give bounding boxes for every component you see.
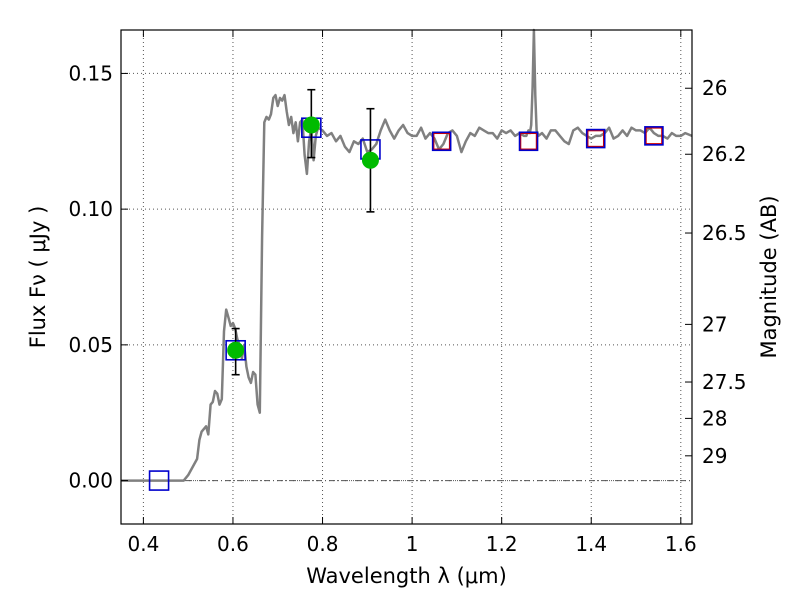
y2-tick-label: 26.2 xyxy=(702,142,747,166)
y-tick-label: 0.15 xyxy=(68,61,113,85)
x-tick-label: 1.6 xyxy=(665,532,697,556)
model-band-square xyxy=(518,131,539,152)
measurement-point xyxy=(361,151,379,169)
x-tick-label: 0.8 xyxy=(307,532,339,556)
y2-tick-label: 28 xyxy=(702,406,727,430)
observed-band-square xyxy=(586,129,605,148)
observed-band-square xyxy=(519,132,538,151)
x-axis-title: Wavelength λ (μm) xyxy=(306,564,507,588)
data-marks xyxy=(148,88,664,491)
measurement-point xyxy=(227,341,245,359)
model-spectrum-line xyxy=(121,28,693,482)
observed-band-square xyxy=(432,132,451,151)
y2-tick-label: 26.5 xyxy=(702,221,747,245)
y-tick-label: 0.10 xyxy=(68,197,113,221)
x-tick-label: 0.4 xyxy=(127,532,159,556)
y2-tick-label: 27 xyxy=(702,312,727,336)
y2-tick-label: 26 xyxy=(702,76,727,100)
grid-lines xyxy=(121,30,692,524)
axis-ticks: 0.4 0.6 0.8 1 1.2 1.4 1.6 0.00 0.05 0.10 0.15 26 26.… xyxy=(68,30,747,556)
x-tick-label: 1.4 xyxy=(575,532,607,556)
y2-tick-label: 27.5 xyxy=(702,370,747,394)
y-tick-label: 0.05 xyxy=(68,333,113,357)
model-band-square xyxy=(644,126,664,146)
y2-tick-label: 29 xyxy=(702,444,727,468)
y-tick-label: 0.00 xyxy=(68,469,113,493)
model-band-square xyxy=(585,128,606,149)
model-band-square xyxy=(148,470,170,491)
model-band-square xyxy=(431,131,452,152)
x-tick-label: 1 xyxy=(406,532,419,556)
x-tick-label: 1.2 xyxy=(486,532,518,556)
observed-band-square xyxy=(645,127,663,145)
measurement-point xyxy=(302,116,320,134)
y2-axis-title: Magnitude (AB) xyxy=(757,195,781,358)
plot-frame xyxy=(120,29,693,525)
x-tick-label: 0.6 xyxy=(217,532,249,556)
y-axis-title: Flux Fν ( μJy ) xyxy=(26,206,50,349)
